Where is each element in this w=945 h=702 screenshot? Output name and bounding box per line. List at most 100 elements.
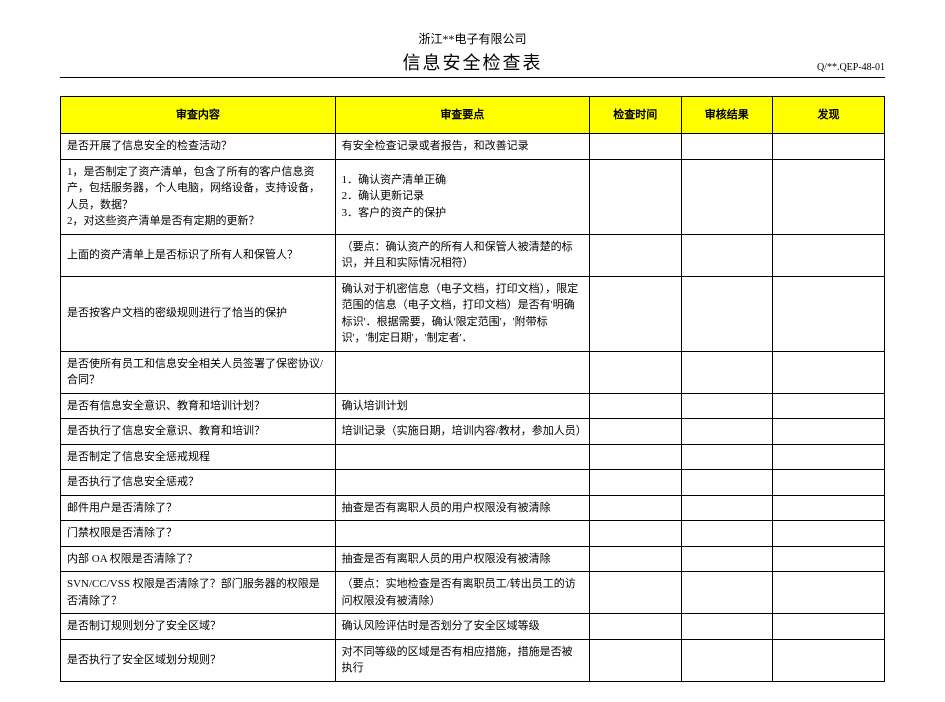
cell-keypoint: 确认培训计划 [335, 393, 589, 419]
cell-content: 是否执行了安全区域划分规则？ [61, 639, 336, 681]
cell-finding [773, 495, 885, 521]
cell-keypoint: 抽查是否有离职人员的用户权限没有被清除 [335, 495, 589, 521]
cell-keypoint: （要点：实地检查是否有离职员工/转出员工的访问权限没有被清除） [335, 572, 589, 614]
table-header-row: 审查内容 审查要点 检查时间 审核结果 发现 [61, 97, 885, 134]
cell-keypoint: 有安全检查记录或者报告，和改善记录 [335, 134, 589, 160]
cell-finding [773, 276, 885, 351]
table-row: 是否制订规则划分了安全区域？确认风险评估时是否划分了安全区域等级 [61, 614, 885, 640]
company-name: 浙江**电子有限公司 [60, 30, 885, 47]
table-row: SVN/CC/VSS 权限是否清除了？部门服务器的权限是否清除了？（要点：实地检… [61, 572, 885, 614]
cell-checktime [589, 134, 681, 160]
cell-keypoint [335, 444, 589, 470]
cell-finding [773, 351, 885, 393]
cell-checktime [589, 495, 681, 521]
cell-result [681, 276, 773, 351]
table-row: 是否制定了信息安全惩戒规程 [61, 444, 885, 470]
header-area: 浙江**电子有限公司 信息安全检查表 Q/**.QEP-48-01 [60, 30, 885, 78]
cell-content: 是否制订规则划分了安全区域？ [61, 614, 336, 640]
cell-keypoint [335, 521, 589, 547]
cell-finding [773, 470, 885, 496]
cell-keypoint [335, 470, 589, 496]
cell-keypoint: 培训记录（实施日期，培训内容/教材，参加人员） [335, 419, 589, 445]
table-body: 是否开展了信息安全的检查活动？有安全检查记录或者报告，和改善记录1，是否制定了资… [61, 134, 885, 682]
cell-content: SVN/CC/VSS 权限是否清除了？部门服务器的权限是否清除了？ [61, 572, 336, 614]
cell-finding [773, 419, 885, 445]
cell-result [681, 546, 773, 572]
cell-result [681, 419, 773, 445]
document-title: 信息安全检查表 [60, 49, 885, 75]
cell-result [681, 134, 773, 160]
table-row: 是否执行了信息安全意识、教育和培训？培训记录（实施日期，培训内容/教材，参加人员… [61, 419, 885, 445]
cell-finding [773, 546, 885, 572]
cell-finding [773, 521, 885, 547]
cell-result [681, 470, 773, 496]
cell-content: 是否开展了信息安全的检查活动？ [61, 134, 336, 160]
cell-checktime [589, 159, 681, 234]
cell-result [681, 521, 773, 547]
cell-result [681, 495, 773, 521]
table-row: 是否执行了安全区域划分规则？对不同等级的区域是否有相应措施，措施是否被执行 [61, 639, 885, 681]
cell-finding [773, 159, 885, 234]
cell-result [681, 234, 773, 276]
col-header-checktime: 检查时间 [589, 97, 681, 134]
cell-content: 邮件用户是否清除了？ [61, 495, 336, 521]
cell-finding [773, 393, 885, 419]
cell-checktime [589, 614, 681, 640]
table-row: 是否按客户文档的密级规则进行了恰当的保护确认对于机密信息（电子文档，打印文档），… [61, 276, 885, 351]
cell-checktime [589, 572, 681, 614]
table-row: 是否执行了信息安全惩戒？ [61, 470, 885, 496]
cell-result [681, 639, 773, 681]
table-row: 内部 OA 权限是否清除了？抽查是否有离职人员的用户权限没有被清除 [61, 546, 885, 572]
cell-content: 内部 OA 权限是否清除了？ [61, 546, 336, 572]
table-row: 是否开展了信息安全的检查活动？有安全检查记录或者报告，和改善记录 [61, 134, 885, 160]
cell-result [681, 572, 773, 614]
cell-keypoint: 确认对于机密信息（电子文档，打印文档），限定范围的信息（电子文档，打印文档）是否… [335, 276, 589, 351]
table-row: 是否有信息安全意识、教育和培训计划？确认培训计划 [61, 393, 885, 419]
cell-result [681, 351, 773, 393]
cell-checktime [589, 639, 681, 681]
table-row: 邮件用户是否清除了？抽查是否有离职人员的用户权限没有被清除 [61, 495, 885, 521]
cell-checktime [589, 521, 681, 547]
cell-content: 上面的资产清单上是否标识了所有人和保管人？ [61, 234, 336, 276]
cell-keypoint: （要点：确认资产的所有人和保管人被清楚的标识，并且和实际情况相符） [335, 234, 589, 276]
cell-checktime [589, 546, 681, 572]
cell-finding [773, 444, 885, 470]
document-page: 浙江**电子有限公司 信息安全检查表 Q/**.QEP-48-01 审查内容 审… [0, 0, 945, 702]
cell-content: 是否执行了信息安全意识、教育和培训？ [61, 419, 336, 445]
cell-content: 1，是否制定了资产清单，包含了所有的客户信息资产，包括服务器，个人电脑，网络设备… [61, 159, 336, 234]
cell-keypoint: 确认风险评估时是否划分了安全区域等级 [335, 614, 589, 640]
cell-content: 门禁权限是否清除了？ [61, 521, 336, 547]
cell-finding [773, 614, 885, 640]
cell-content: 是否使所有员工和信息安全相关人员签署了保密协议/合同？ [61, 351, 336, 393]
cell-checktime [589, 393, 681, 419]
cell-checktime [589, 419, 681, 445]
cell-finding [773, 134, 885, 160]
cell-result [681, 614, 773, 640]
col-header-result: 审核结果 [681, 97, 773, 134]
cell-content: 是否按客户文档的密级规则进行了恰当的保护 [61, 276, 336, 351]
cell-result [681, 393, 773, 419]
col-header-finding: 发现 [773, 97, 885, 134]
cell-checktime [589, 470, 681, 496]
cell-finding [773, 234, 885, 276]
cell-result [681, 444, 773, 470]
table-row: 上面的资产清单上是否标识了所有人和保管人？（要点：确认资产的所有人和保管人被清楚… [61, 234, 885, 276]
cell-keypoint: 对不同等级的区域是否有相应措施，措施是否被执行 [335, 639, 589, 681]
cell-result [681, 159, 773, 234]
table-row: 门禁权限是否清除了？ [61, 521, 885, 547]
col-header-content: 审查内容 [61, 97, 336, 134]
cell-finding [773, 572, 885, 614]
cell-keypoint: 1．确认资产清单正确 2．确认更新记录 3．客户的资产的保护 [335, 159, 589, 234]
cell-keypoint [335, 351, 589, 393]
cell-checktime [589, 276, 681, 351]
cell-finding [773, 639, 885, 681]
cell-keypoint: 抽查是否有离职人员的用户权限没有被清除 [335, 546, 589, 572]
checklist-table: 审查内容 审查要点 检查时间 审核结果 发现 是否开展了信息安全的检查活动？有安… [60, 96, 885, 682]
table-row: 1，是否制定了资产清单，包含了所有的客户信息资产，包括服务器，个人电脑，网络设备… [61, 159, 885, 234]
table-row: 是否使所有员工和信息安全相关人员签署了保密协议/合同？ [61, 351, 885, 393]
cell-content: 是否有信息安全意识、教育和培训计划？ [61, 393, 336, 419]
cell-checktime [589, 351, 681, 393]
cell-checktime [589, 234, 681, 276]
col-header-keypoint: 审查要点 [335, 97, 589, 134]
cell-content: 是否执行了信息安全惩戒？ [61, 470, 336, 496]
